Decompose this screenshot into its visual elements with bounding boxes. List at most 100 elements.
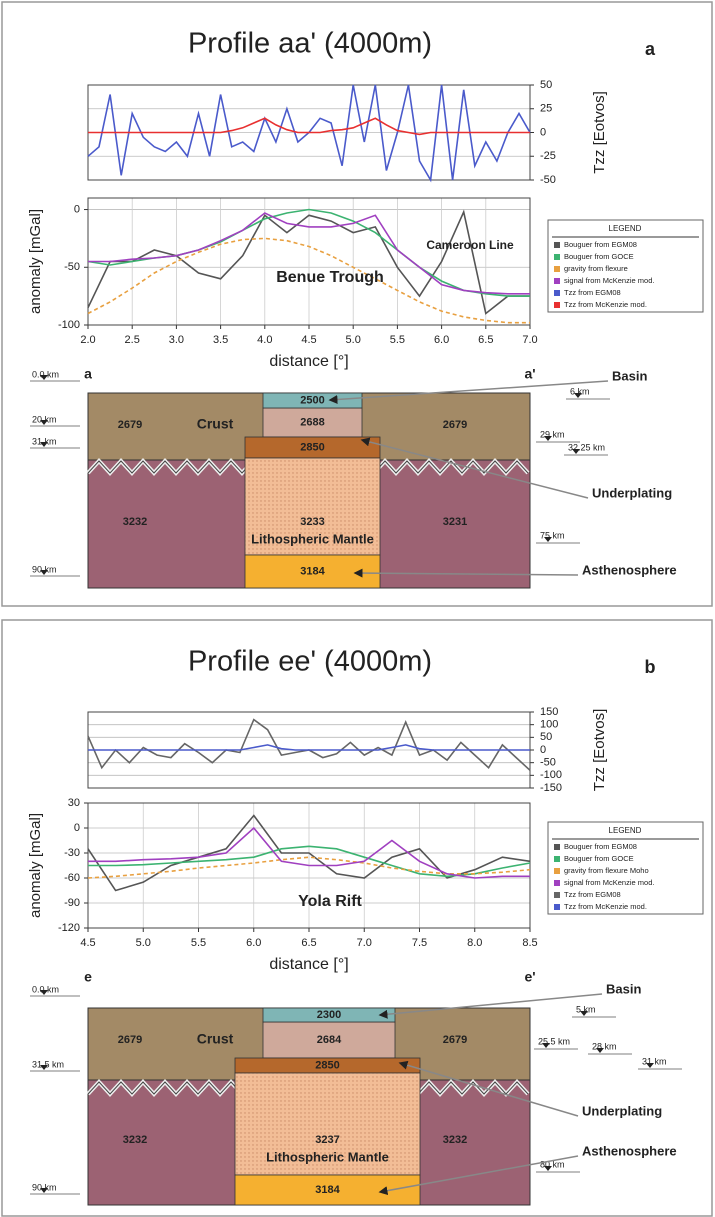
x-tick-label: 6.0 <box>246 937 261 949</box>
density-label: 2679 <box>443 419 467 431</box>
end-label: a' <box>524 366 535 382</box>
legend-label: Tzz from McKenzie mod. <box>564 300 647 309</box>
callout-arrow <box>378 993 603 1019</box>
legend-label: Tzz from EGM08 <box>564 288 621 297</box>
y-tick-label: 0 <box>540 744 546 756</box>
depth-label: 0.0 km <box>32 984 59 994</box>
y-tick-label: -50 <box>64 261 80 273</box>
x-tick-label: 4.0 <box>257 334 272 346</box>
depth-label: 31.5 km <box>32 1059 64 1069</box>
legend-label: Tzz from EGM08 <box>564 890 621 899</box>
y-tick-label: -90 <box>64 897 80 909</box>
depth-marker <box>544 537 552 542</box>
x-axis-label: distance [°] <box>269 353 348 370</box>
layer-label: Crust <box>197 416 234 432</box>
depth-marker <box>596 1048 604 1053</box>
density-label: 3231 <box>443 516 467 528</box>
series-line <box>88 117 530 136</box>
mantle-block <box>244 457 381 556</box>
y-tick-label: 30 <box>68 797 80 809</box>
legend-marker <box>554 856 560 862</box>
x-axis-label: distance [°] <box>269 956 348 973</box>
depth-marker <box>572 449 580 454</box>
y-axis-label: Tzz [Eotvos] <box>591 91 608 174</box>
x-tick-label: 5.0 <box>136 937 151 949</box>
legend-label: gravity from flexure <box>564 264 628 273</box>
density-label: 2850 <box>315 1059 339 1071</box>
depth-marker <box>40 570 48 575</box>
x-tick-label: 3.5 <box>213 334 228 346</box>
y-tick-label: -25 <box>540 150 556 162</box>
callout-label: Asthenosphere <box>582 1143 677 1158</box>
panel-title: Profile ee' (4000m) <box>188 646 432 678</box>
series-line <box>87 856 531 879</box>
density-label: 3237 <box>315 1134 339 1146</box>
depth-label: 31 km <box>32 436 57 446</box>
depth-label: 31 km <box>642 1056 667 1066</box>
x-tick-label: 6.5 <box>301 937 316 949</box>
depth-label: 29 km <box>540 429 565 439</box>
series-line <box>87 237 530 324</box>
depth-marker <box>542 1043 550 1048</box>
callout-arrow <box>360 437 589 499</box>
legend-marker <box>554 242 560 248</box>
depth-marker <box>574 393 582 398</box>
density-label: 2679 <box>443 1034 467 1046</box>
y-tick-label: 150 <box>540 706 558 718</box>
annotation: Cameroon Line <box>426 238 514 252</box>
end-label: e' <box>524 969 535 985</box>
legend-marker <box>554 290 560 296</box>
legend-marker <box>554 254 560 260</box>
depth-label: 80 km <box>540 1159 565 1169</box>
density-label: 2684 <box>317 1034 342 1046</box>
basin-block <box>262 1007 396 1023</box>
annotation: Benue Trough <box>276 269 384 286</box>
x-tick-label: 7.0 <box>357 937 372 949</box>
callout-arrow <box>398 1060 579 1117</box>
y-tick-label: -150 <box>540 782 562 794</box>
density-label: 2688 <box>300 416 324 428</box>
depth-marker <box>40 1065 48 1070</box>
legend-marker <box>554 880 560 886</box>
series-line <box>88 212 530 295</box>
depth-marker <box>580 1011 588 1016</box>
depth-label: 90 km <box>32 564 57 574</box>
callout-arrow <box>353 568 579 578</box>
legend-marker <box>554 302 560 308</box>
annotation: Yola Rift <box>298 893 362 910</box>
depth-marker <box>40 420 48 425</box>
upper-crust-block <box>262 1021 396 1059</box>
density-label: 3232 <box>443 1134 467 1146</box>
x-tick-label: 8.5 <box>522 937 537 949</box>
y-tick-label: -120 <box>58 922 80 934</box>
y-tick-label: -30 <box>64 847 80 859</box>
start-label: e <box>84 969 92 985</box>
depth-label: 25.5 km <box>538 1036 570 1046</box>
y-tick-label: 50 <box>540 731 552 743</box>
callout-label: Asthenosphere <box>582 562 677 577</box>
depth-label: 32.25 km <box>568 442 605 452</box>
density-label: 2679 <box>118 1034 142 1046</box>
y-tick-label: -100 <box>540 769 562 781</box>
legend-title: LEGEND <box>609 826 642 835</box>
depth-marker <box>646 1063 654 1068</box>
x-tick-label: 8.0 <box>467 937 482 949</box>
depth-marker <box>544 436 552 441</box>
depth-marker <box>40 990 48 995</box>
depth-label: 20 km <box>32 414 57 424</box>
x-tick-label: 4.5 <box>301 334 316 346</box>
y-tick-label: 50 <box>540 79 552 91</box>
legend-label: Tzz from McKenzie mod. <box>564 902 647 911</box>
density-label: 3233 <box>300 516 324 528</box>
legend-marker <box>554 844 560 850</box>
depth-label: 6 km <box>570 386 590 396</box>
density-label: 2850 <box>300 441 324 453</box>
x-tick-label: 3.0 <box>169 334 184 346</box>
legend-box <box>547 219 704 313</box>
depth-marker <box>40 1188 48 1193</box>
panel-frame <box>1 1 713 607</box>
panel-frame <box>1 619 713 1217</box>
depth-marker <box>544 1166 552 1171</box>
y-tick-label: 0 <box>540 126 546 138</box>
